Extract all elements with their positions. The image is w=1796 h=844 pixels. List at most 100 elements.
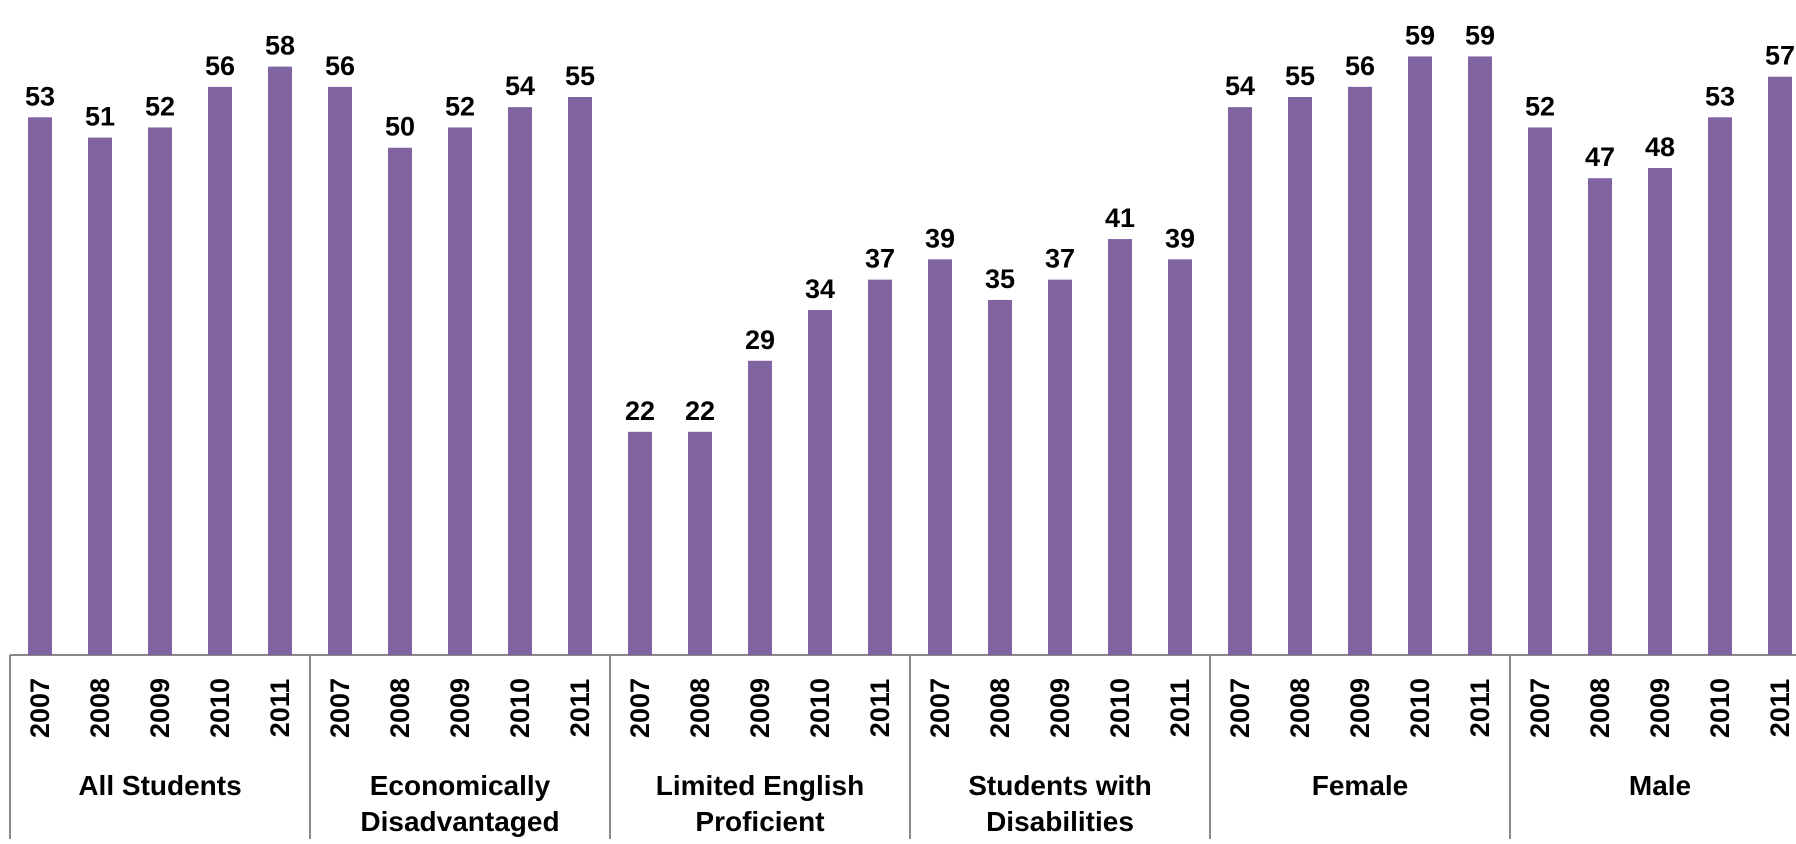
bar — [1168, 259, 1192, 655]
bar — [1048, 279, 1072, 655]
data-label: 53 — [25, 81, 55, 111]
data-label: 22 — [625, 396, 655, 426]
category-label: All Students — [78, 770, 241, 801]
data-label: 48 — [1645, 132, 1675, 162]
x-tick-label: 2007 — [1225, 678, 1255, 738]
x-tick-label: 2008 — [1585, 678, 1615, 738]
data-label: 55 — [1285, 61, 1315, 91]
data-label: 29 — [745, 325, 775, 355]
x-tick-label: 2009 — [445, 678, 475, 738]
data-label: 41 — [1105, 203, 1135, 233]
data-label: 53 — [1705, 81, 1735, 111]
x-tick-label: 2009 — [1045, 678, 1075, 738]
bar — [748, 360, 772, 655]
category-label: Female — [1312, 770, 1409, 801]
x-tick-label: 2008 — [1285, 678, 1315, 738]
x-tick-label: 2009 — [1345, 678, 1375, 738]
bar — [1588, 178, 1612, 655]
category-label: Disabilities — [986, 806, 1134, 837]
data-label: 35 — [985, 264, 1015, 294]
bar — [1468, 56, 1492, 655]
x-tick-label: 2011 — [565, 679, 595, 738]
bar — [808, 310, 832, 655]
x-tick-label: 2011 — [1165, 679, 1195, 738]
x-tick-label: 2008 — [385, 678, 415, 738]
data-label: 56 — [205, 51, 235, 81]
bars-layer — [28, 56, 1792, 656]
bar — [988, 299, 1012, 655]
bar — [1288, 97, 1312, 656]
x-tick-label: 2007 — [925, 678, 955, 738]
x-tick-label: 2009 — [145, 678, 175, 738]
x-tick-label: 2007 — [625, 678, 655, 738]
bar — [628, 431, 652, 655]
data-label: 52 — [445, 91, 475, 121]
bar — [1228, 107, 1252, 655]
x-tick-label: 2010 — [505, 678, 535, 738]
data-label: 56 — [325, 51, 355, 81]
data-label: 54 — [1225, 71, 1255, 101]
data-label: 59 — [1465, 20, 1495, 50]
category-label: Limited English — [656, 770, 864, 801]
x-tick-label: 2009 — [745, 678, 775, 738]
labels-layer: 53 2007 51 2008 52 2009 56 2010 58 2011 All Studen… — [25, 20, 1795, 837]
bar — [28, 117, 52, 655]
x-tick-label: 2010 — [205, 678, 235, 738]
bar — [688, 431, 712, 655]
x-tick-label: 2008 — [85, 678, 115, 738]
x-tick-label: 2011 — [1465, 679, 1495, 738]
bar — [928, 259, 952, 655]
bar — [388, 147, 412, 655]
bar — [1108, 239, 1132, 655]
bar — [508, 107, 532, 655]
axis-layer — [9, 654, 1796, 839]
x-tick-label: 2010 — [1405, 678, 1435, 738]
data-label: 59 — [1405, 20, 1435, 50]
x-tick-label: 2011 — [265, 679, 295, 738]
data-label: 47 — [1585, 142, 1615, 172]
x-tick-label: 2010 — [1105, 678, 1135, 738]
data-label: 52 — [145, 91, 175, 121]
x-tick-label: 2008 — [685, 678, 715, 738]
data-label: 51 — [85, 102, 115, 132]
bar — [1528, 127, 1552, 656]
data-label: 37 — [865, 244, 895, 274]
x-tick-label: 2007 — [325, 678, 355, 738]
bar — [88, 137, 112, 655]
data-label: 39 — [925, 223, 955, 253]
x-tick-label: 2010 — [1705, 678, 1735, 738]
category-label: Disadvantaged — [360, 806, 559, 837]
data-label: 37 — [1045, 244, 1075, 274]
bar — [1768, 76, 1792, 655]
bar — [568, 97, 592, 656]
bar — [328, 86, 352, 655]
bar — [868, 279, 892, 655]
data-label: 55 — [565, 61, 595, 91]
bar — [1408, 56, 1432, 655]
x-tick-label: 2011 — [1765, 679, 1795, 738]
x-tick-label: 2008 — [985, 678, 1015, 738]
data-label: 50 — [385, 112, 415, 142]
x-tick-label: 2007 — [25, 678, 55, 738]
category-label: Male — [1629, 770, 1691, 801]
category-label: Proficient — [695, 806, 824, 837]
data-label: 52 — [1525, 91, 1555, 121]
data-label: 34 — [805, 274, 835, 304]
data-label: 39 — [1165, 223, 1195, 253]
data-label: 58 — [265, 31, 295, 61]
category-label: Students with — [968, 770, 1152, 801]
bar — [1708, 117, 1732, 655]
data-label: 54 — [505, 71, 535, 101]
x-tick-label: 2011 — [865, 679, 895, 738]
category-label: Economically — [370, 770, 551, 801]
bar — [148, 127, 172, 656]
data-label: 57 — [1765, 41, 1795, 71]
bar — [208, 86, 232, 655]
bar — [1648, 168, 1672, 655]
x-tick-label: 2009 — [1645, 678, 1675, 738]
data-label: 56 — [1345, 51, 1375, 81]
data-label: 22 — [685, 396, 715, 426]
bar — [268, 66, 292, 656]
